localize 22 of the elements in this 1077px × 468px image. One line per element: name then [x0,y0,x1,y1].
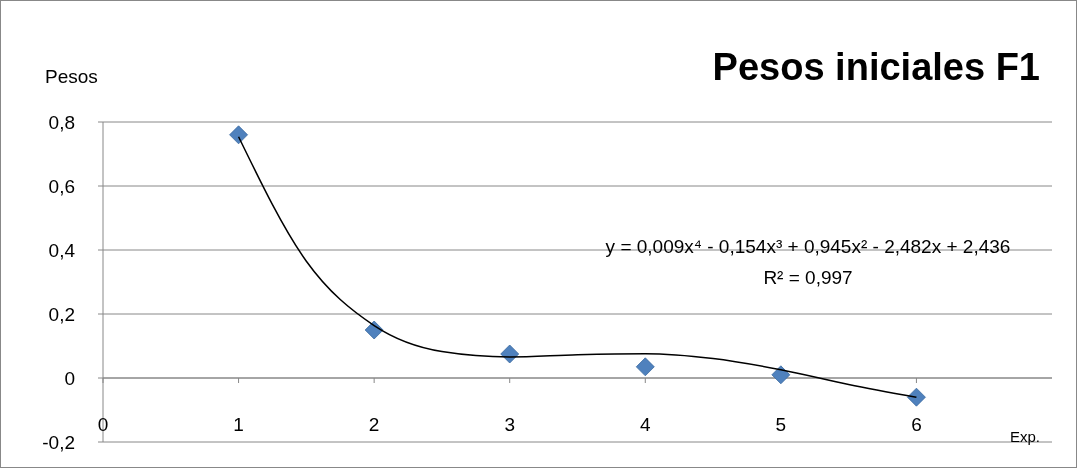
annotation: y = 0,009x⁴ - 0,154x³ + 0,945x² - 2,482x + 2,436 [605,236,1011,257]
x-tick-label: 2 [368,413,380,435]
x-axis-title: Exp. [1009,428,1040,445]
y-tick-label: 0,4 [48,239,76,261]
x-tick-label: 1 [233,413,244,435]
point [229,125,248,145]
x-tick-label: 3 [504,413,515,435]
y-axis-title: Pesos [45,66,98,87]
y-tick-label: -0,2 [42,431,75,453]
y-tick-label: 0,6 [48,175,75,197]
x-tick-label: 4 [640,413,651,435]
annotation: R² = 0,997 [763,267,853,288]
x-tick-label: 6 [911,413,922,435]
y-tick-label: 0,8 [48,111,75,133]
point [907,387,926,407]
point [771,365,791,385]
y-tick-label: 0,2 [48,303,75,325]
y-tick-label: 0 [64,367,75,389]
x-tick-label: 0 [97,413,109,435]
point [635,357,655,377]
x-tick-label: 5 [775,413,787,435]
chart-title: Pesos iniciales F1 [712,46,1040,88]
